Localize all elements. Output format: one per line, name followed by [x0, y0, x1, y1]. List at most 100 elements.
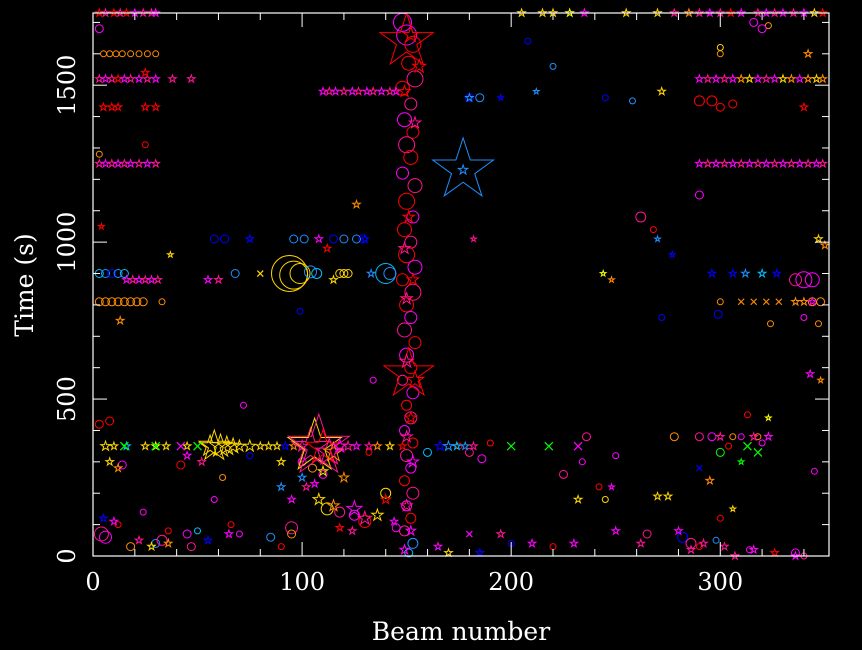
data-point-star — [397, 83, 412, 98]
data-point-cross — [256, 270, 264, 277]
data-point-star — [794, 73, 806, 84]
data-point-star — [456, 163, 470, 176]
x-tick-label: 100 — [279, 568, 325, 596]
data-point-star — [223, 436, 243, 454]
data-point-star — [598, 268, 608, 278]
data-point-star — [112, 462, 124, 473]
data-point-star — [607, 482, 616, 491]
data-point-star — [819, 239, 831, 250]
data-point-star — [100, 7, 111, 18]
data-point-star — [431, 136, 496, 198]
data-point-star — [464, 92, 475, 103]
data-point-circle — [407, 437, 419, 449]
data-point-circle — [101, 297, 110, 307]
data-point-star — [309, 478, 320, 489]
data-point-star — [404, 369, 426, 389]
data-point-star — [802, 48, 814, 59]
data-point-star — [804, 368, 816, 379]
data-point-star — [372, 440, 383, 451]
data-point-star — [165, 250, 175, 259]
data-point-star — [139, 101, 151, 112]
data-point-star — [786, 73, 797, 84]
data-point-star — [403, 410, 419, 425]
data-point-circle — [716, 298, 724, 306]
data-point-circle — [210, 496, 218, 503]
data-point-star — [748, 544, 760, 555]
data-point-star — [351, 440, 362, 451]
data-point-star — [702, 158, 714, 169]
data-point-circle — [407, 537, 419, 549]
data-point-circle — [693, 95, 705, 107]
data-point-star — [215, 434, 238, 456]
data-point-cross — [119, 441, 129, 451]
data-point-star — [653, 234, 663, 243]
data-point-circle — [406, 486, 420, 500]
data-point-circle — [114, 521, 122, 529]
data-point-circle — [800, 314, 808, 321]
data-point-star — [150, 158, 162, 169]
data-point-circle — [176, 460, 186, 470]
data-point-circle — [399, 347, 415, 363]
data-point-cross — [544, 441, 554, 451]
data-point-star — [397, 440, 408, 451]
data-point-cross — [506, 441, 516, 451]
data-point-star — [474, 547, 486, 558]
data-point-star — [399, 429, 414, 443]
data-point-cross — [193, 441, 202, 451]
data-point-circle — [127, 50, 135, 58]
data-point-star — [744, 73, 755, 84]
data-point-circle — [715, 447, 725, 457]
data-point-star — [196, 456, 208, 467]
data-point-star — [275, 481, 287, 492]
data-point-star — [104, 456, 116, 467]
data-point-star — [817, 73, 829, 84]
data-point-circle — [289, 263, 311, 284]
data-point-star — [242, 438, 258, 453]
data-point-circle — [156, 534, 168, 546]
data-point-star — [202, 274, 214, 285]
data-point-star — [752, 158, 764, 169]
data-point-star — [564, 7, 576, 18]
data-point-star — [459, 440, 471, 451]
data-point-star — [725, 7, 737, 18]
data-point-star — [668, 7, 680, 18]
data-point-star — [802, 73, 814, 84]
data-point-circle — [135, 50, 143, 58]
data-point-star — [662, 490, 674, 501]
data-point-circle — [95, 150, 103, 158]
data-point-star — [397, 240, 412, 255]
data-point-circle — [329, 234, 338, 244]
data-point-circle — [408, 336, 422, 350]
data-point-star — [300, 481, 312, 492]
data-point-circle — [99, 530, 112, 544]
data-point-circle — [669, 432, 679, 442]
data-point-star — [763, 431, 774, 442]
y-tick-label: 500 — [53, 376, 81, 422]
data-point-star — [263, 440, 274, 451]
data-point-cross — [465, 530, 473, 538]
data-point-circle — [132, 297, 142, 307]
data-point-star — [160, 440, 172, 451]
data-point-circle — [396, 273, 409, 287]
data-point-circle — [352, 234, 361, 244]
data-point-cross — [775, 298, 783, 306]
data-point-star — [376, 85, 387, 97]
data-point-star — [769, 73, 780, 84]
data-point-star — [769, 547, 780, 558]
data-point-star — [108, 515, 120, 527]
data-point-star — [150, 440, 162, 451]
data-point-circle — [235, 530, 243, 538]
data-point-star — [572, 493, 584, 505]
data-point-star — [685, 544, 697, 555]
data-point-star — [181, 450, 193, 461]
data-point-cross — [176, 441, 186, 451]
y-tick-label: 1500 — [53, 55, 81, 116]
data-point-star — [337, 470, 351, 483]
data-point-star — [531, 86, 541, 96]
data-point-star — [407, 115, 423, 130]
data-point-cross — [762, 298, 770, 306]
data-point-star — [516, 7, 527, 18]
data-point-circle — [113, 297, 123, 307]
y-axis-label: Time (s) — [10, 233, 39, 336]
data-point-circle — [685, 537, 697, 549]
